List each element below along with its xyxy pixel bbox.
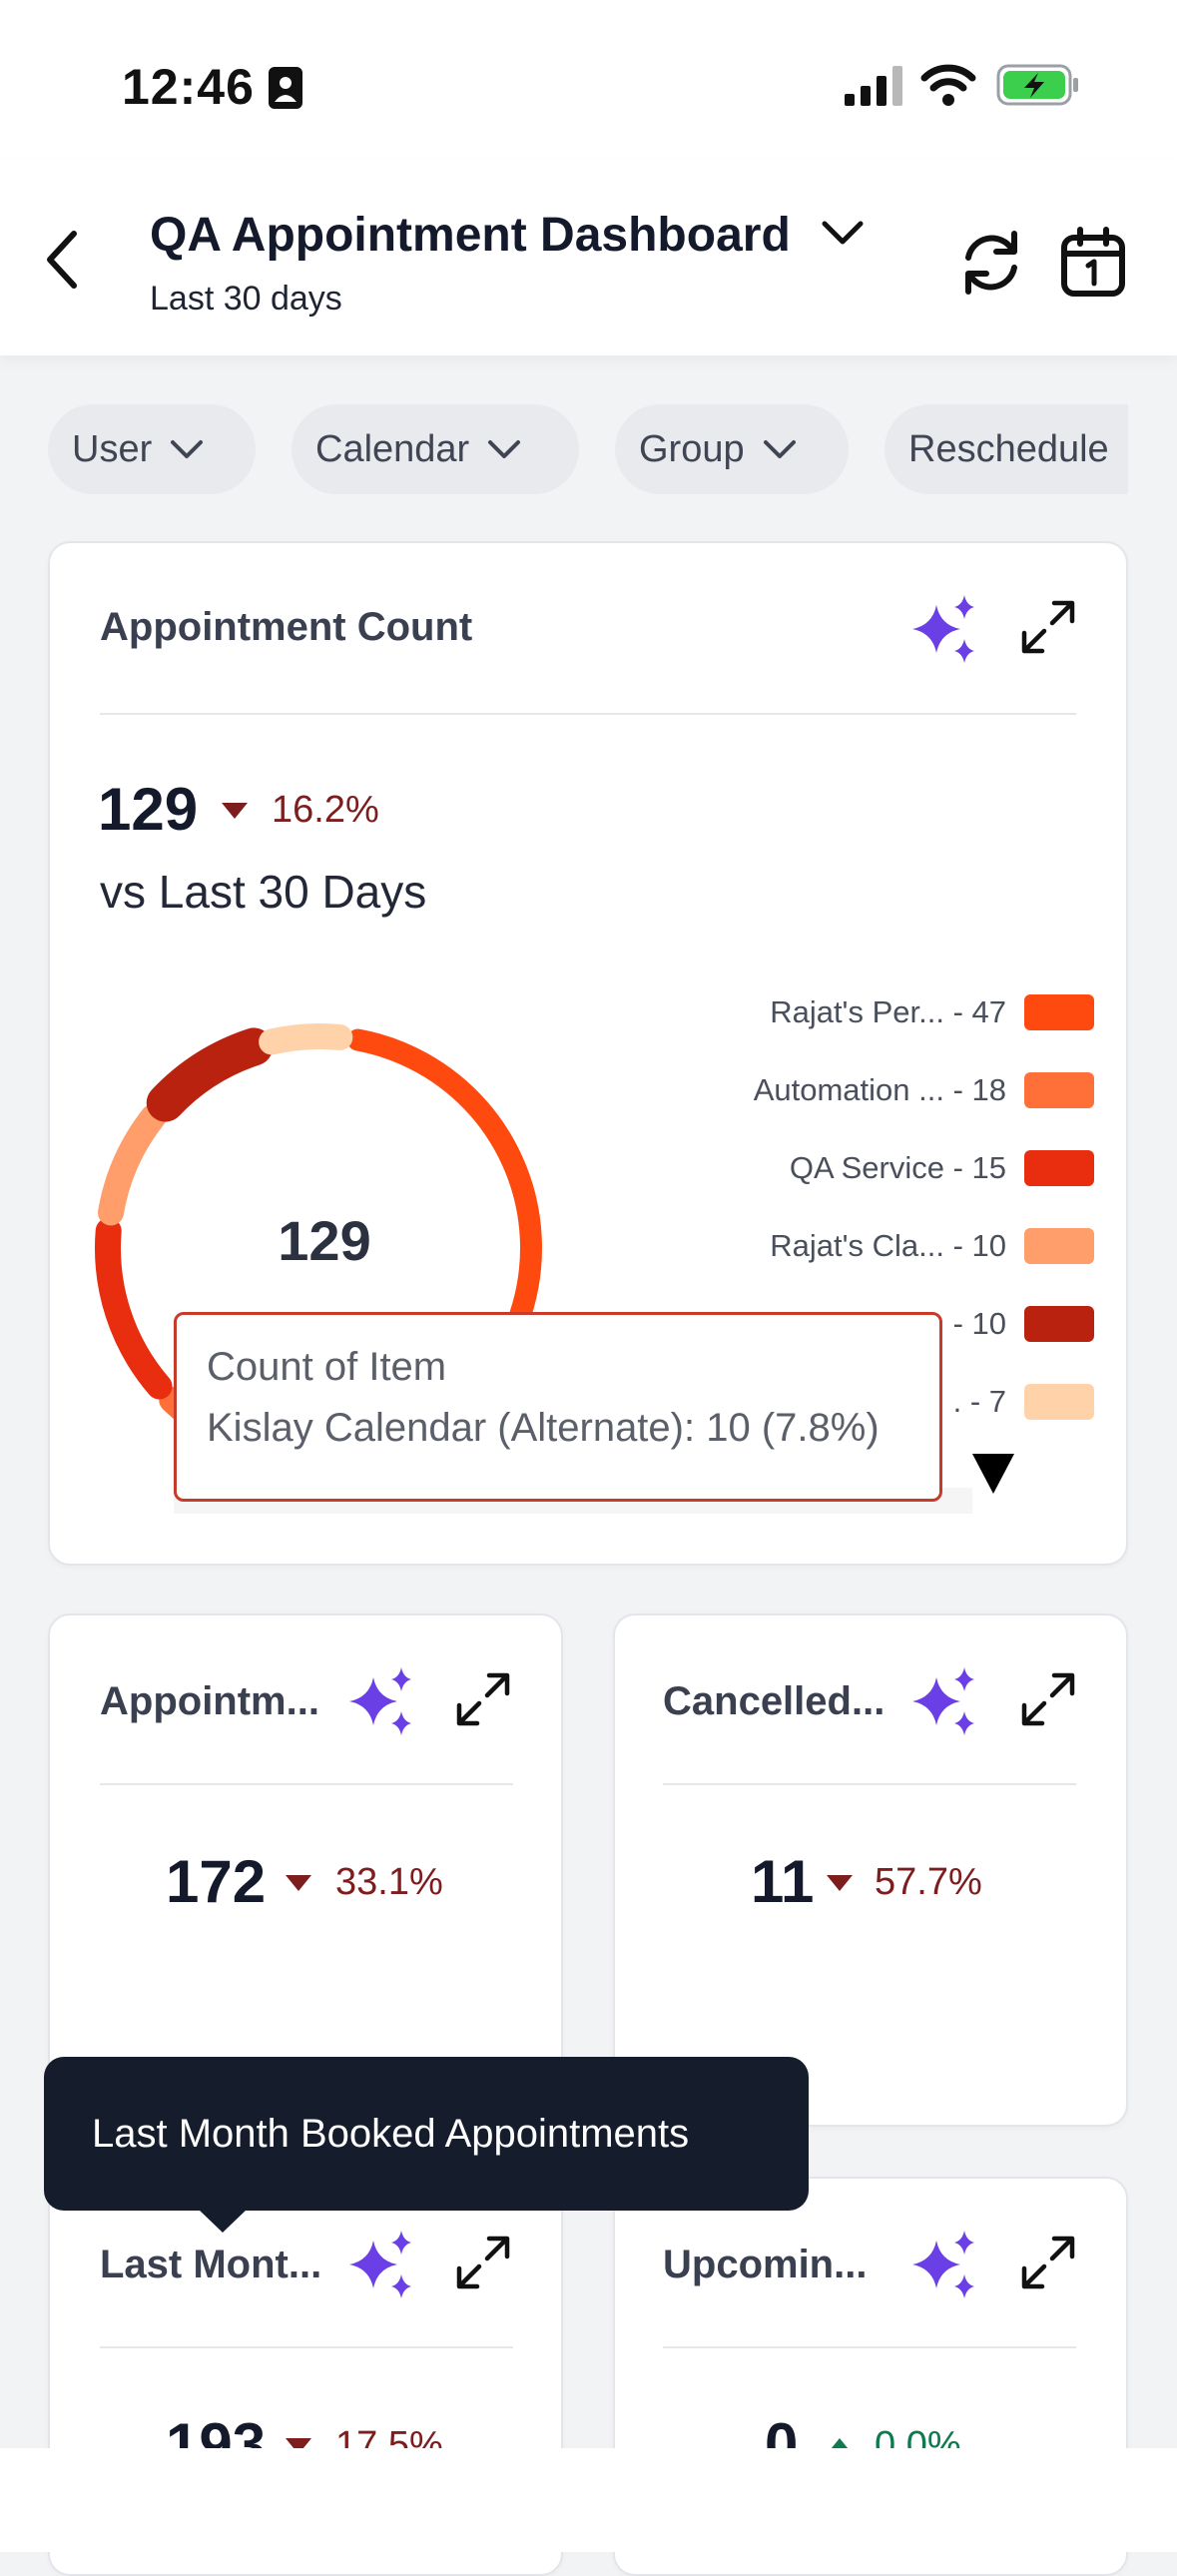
legend-label: Rajat's Cla... - 10 [770, 1228, 1006, 1263]
filter-user-chip[interactable]: User [48, 404, 256, 494]
refresh-icon[interactable] [954, 226, 1028, 300]
card-divider [100, 713, 1076, 715]
page-title[interactable]: QA Appointment Dashboard [150, 209, 791, 262]
tooltip-detail: Kislay Calendar (Alternate): 10 (7.8%) [207, 1406, 880, 1450]
battery-charging-icon [996, 64, 1078, 106]
legend-swatch [1024, 1306, 1094, 1342]
filter-reschedule-chip[interactable]: Reschedule [884, 404, 1128, 494]
legend-label: Automation ... - 18 [753, 1072, 1006, 1107]
expand-icon[interactable] [1020, 2235, 1076, 2290]
status-time: 12:46 [122, 59, 255, 115]
expand-icon[interactable] [455, 2235, 511, 2290]
filter-group-label: Group [639, 427, 745, 470]
chevron-down-icon [171, 440, 204, 458]
legend-item[interactable]: . - 7 [953, 1382, 1094, 1422]
ai-sparkle-icon[interactable] [345, 2229, 419, 2300]
appointment-count-value: 129 [98, 776, 199, 843]
legend-swatch [1024, 1228, 1094, 1264]
legend-swatch [1024, 1150, 1094, 1186]
card-divider [663, 1783, 1076, 1785]
cancelled-card-value: 11 [751, 1848, 815, 1915]
cancelled-card-change: 57.7% [875, 1861, 982, 1903]
hover-tooltip: Last Month Booked Appointments [44, 2057, 809, 2211]
chart-tooltip: Count of Item Kislay Calendar (Alternate… [174, 1312, 942, 1502]
cellular-signal-icon [845, 66, 902, 106]
wifi-icon [920, 64, 976, 106]
title-dropdown-chevron-icon[interactable] [821, 218, 865, 248]
filter-calendar-chip[interactable]: Calendar [292, 404, 579, 494]
card-divider [663, 2346, 1076, 2348]
hover-tooltip-text: Last Month Booked Appointments [92, 2111, 690, 2156]
upcoming-card-title: Upcomin... [663, 2243, 868, 2286]
appointments-card-change: 33.1% [335, 1861, 443, 1903]
chevron-down-icon [488, 440, 521, 458]
contact-card-icon [269, 67, 302, 109]
legend-label: . - 7 [952, 1384, 1006, 1419]
trend-down-icon [286, 1875, 311, 1891]
expand-icon[interactable] [1020, 599, 1076, 655]
ai-sparkle-icon[interactable] [908, 2229, 982, 2300]
ai-sparkle-icon[interactable] [908, 1665, 982, 1737]
calendar-icon[interactable] [1060, 226, 1126, 298]
tooltip-heading: Count of Item [207, 1345, 447, 1389]
ai-sparkle-icon[interactable] [345, 1665, 419, 1737]
cancelled-card-title: Cancelled... [663, 1679, 885, 1723]
cancelled-card [613, 1613, 1128, 2127]
appointment-count-title: Appointment Count [100, 605, 473, 649]
status-bar [0, 0, 1177, 160]
chart-legend: Rajat's Per... - 47 Automation ... - 18 … [699, 992, 1094, 1432]
legend-label: - 10 [952, 1306, 1006, 1341]
legend-swatch [1024, 1072, 1094, 1108]
compare-text: vs Last 30 Days [100, 866, 427, 918]
donut-slice[interactable] [146, 1027, 274, 1122]
filter-reschedule-label: Reschedule [908, 427, 1109, 470]
expand-icon[interactable] [455, 1671, 511, 1727]
card-divider [100, 1783, 513, 1785]
filter-group-chip[interactable]: Group [615, 404, 849, 494]
appointments-card [48, 1613, 563, 2127]
chevron-down-icon [763, 440, 796, 458]
expand-icon[interactable] [1020, 1671, 1076, 1727]
appointments-card-value: 172 [166, 1848, 267, 1915]
donut-center-value: 129 [278, 1209, 371, 1272]
legend-swatch [1024, 1384, 1094, 1420]
legend-item[interactable]: Automation ... - 18 [754, 1070, 1094, 1110]
header [0, 160, 1177, 355]
back-arrow-icon[interactable] [40, 228, 84, 292]
legend-swatch [1024, 994, 1094, 1030]
legend-item[interactable]: QA Service - 15 [790, 1148, 1094, 1188]
legend-page-down-icon[interactable] [970, 1452, 1016, 1496]
bottom-safe-area [0, 2448, 1177, 2552]
appointments-card-title: Appointm... [100, 1679, 319, 1723]
trend-down-icon [286, 2438, 311, 2454]
donut-slice[interactable] [259, 1023, 353, 1055]
legend-item[interactable]: Rajat's Per... - 47 [770, 992, 1094, 1032]
legend-item[interactable]: Rajat's Cla... - 10 [770, 1226, 1094, 1266]
donut-slice[interactable] [95, 1217, 173, 1400]
legend-label: Rajat's Per... - 47 [770, 994, 1006, 1029]
legend-label: QA Service - 15 [789, 1150, 1006, 1185]
last-month-card-title: Last Mont... [100, 2243, 322, 2286]
filter-calendar-label: Calendar [315, 427, 470, 470]
filter-user-label: User [72, 427, 153, 470]
appointment-count-change: 16.2% [272, 789, 379, 831]
ai-sparkle-icon[interactable] [908, 593, 982, 665]
tooltip-pointer [198, 2209, 248, 2233]
trend-down-icon [827, 1875, 853, 1891]
date-range-subtitle: Last 30 days [150, 280, 342, 318]
card-divider [100, 2346, 513, 2348]
legend-item[interactable]: - 10 [953, 1304, 1094, 1344]
trend-down-icon [222, 803, 248, 819]
donut-slice[interactable] [98, 1103, 167, 1226]
